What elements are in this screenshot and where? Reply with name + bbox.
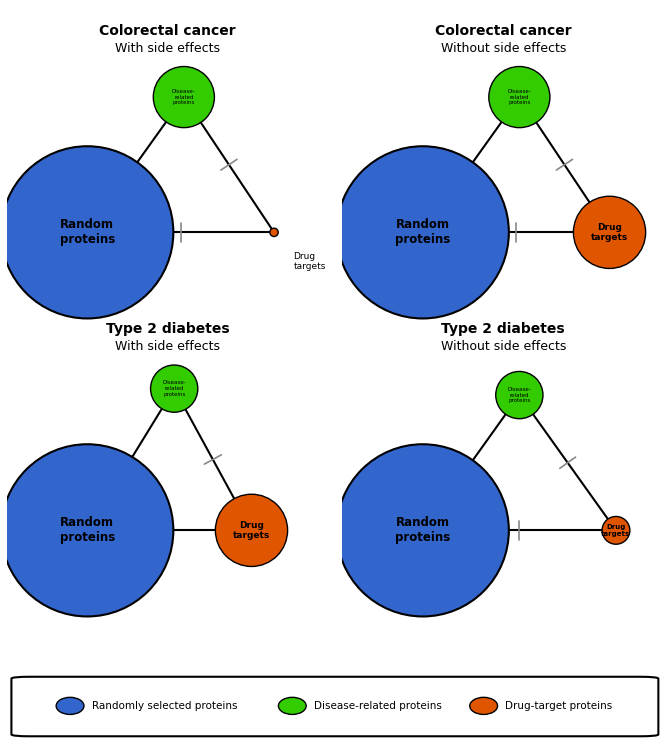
- Ellipse shape: [56, 697, 84, 714]
- Ellipse shape: [470, 697, 498, 714]
- Text: With side effects: With side effects: [115, 42, 220, 54]
- Text: Disease-
related
proteins: Disease- related proteins: [507, 387, 531, 403]
- Circle shape: [150, 365, 198, 412]
- Text: Randomly selected proteins: Randomly selected proteins: [92, 701, 237, 711]
- Text: Disease-
related
proteins: Disease- related proteins: [507, 89, 531, 105]
- Text: Colorectal cancer: Colorectal cancer: [99, 24, 236, 38]
- Text: Colorectal cancer: Colorectal cancer: [435, 24, 572, 38]
- Circle shape: [337, 146, 509, 318]
- Circle shape: [1, 444, 173, 616]
- Circle shape: [270, 228, 278, 236]
- Circle shape: [496, 372, 543, 419]
- Circle shape: [337, 444, 509, 616]
- Text: Disease-related proteins: Disease-related proteins: [314, 701, 442, 711]
- Text: Type 2 diabetes: Type 2 diabetes: [442, 322, 565, 336]
- Text: Random
proteins: Random proteins: [395, 218, 450, 247]
- Circle shape: [574, 196, 646, 268]
- Text: Type 2 diabetes: Type 2 diabetes: [106, 322, 229, 336]
- Text: Drug
targets: Drug targets: [601, 524, 631, 537]
- Text: Disease-
related
proteins: Disease- related proteins: [162, 381, 186, 397]
- Text: Disease-
related
proteins: Disease- related proteins: [172, 89, 196, 105]
- Text: Drug
targets: Drug targets: [591, 223, 628, 242]
- Text: Random
proteins: Random proteins: [395, 516, 450, 545]
- Circle shape: [602, 516, 630, 545]
- Circle shape: [153, 66, 215, 127]
- Text: Without side effects: Without side effects: [441, 42, 566, 54]
- Text: Random
proteins: Random proteins: [60, 218, 115, 247]
- Text: Without side effects: Without side effects: [441, 340, 566, 352]
- Circle shape: [1, 146, 173, 318]
- Ellipse shape: [278, 697, 306, 714]
- Text: Drug
targets: Drug targets: [293, 252, 325, 271]
- Text: Random
proteins: Random proteins: [60, 516, 115, 545]
- Text: Drug-target proteins: Drug-target proteins: [505, 701, 613, 711]
- FancyBboxPatch shape: [11, 676, 658, 736]
- Text: With side effects: With side effects: [115, 340, 220, 352]
- Circle shape: [215, 494, 288, 566]
- Text: Drug
targets: Drug targets: [233, 521, 270, 540]
- Circle shape: [488, 66, 550, 127]
